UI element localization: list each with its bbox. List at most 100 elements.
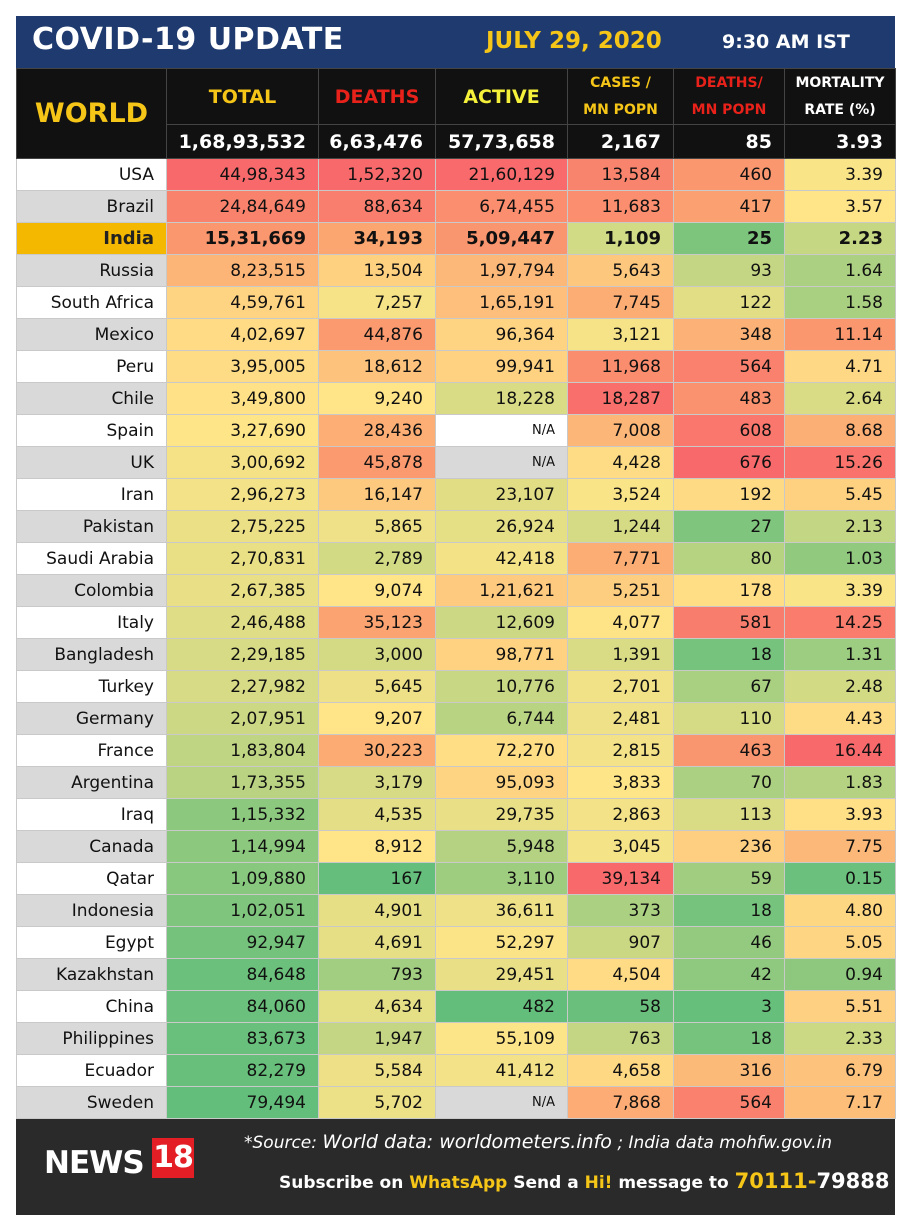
table-row: UK 3,00,692 45,878 N/A 4,428 676 15.26 xyxy=(16,446,896,479)
cell-active: 29,451 xyxy=(435,958,568,991)
cell-deaths: 18,612 xyxy=(318,350,436,383)
country-name: Spain xyxy=(16,414,167,447)
country-name: Colombia xyxy=(16,574,167,607)
country-name: France xyxy=(16,734,167,767)
cell-deaths-mn: 608 xyxy=(673,414,785,447)
cell-deaths-mn: 564 xyxy=(673,350,785,383)
cell-cases-mn: 7,868 xyxy=(567,1086,674,1119)
cell-active: 6,74,455 xyxy=(435,190,568,223)
cell-mortality: 4.80 xyxy=(784,894,896,927)
cell-mortality: 3.39 xyxy=(784,574,896,607)
cell-deaths-mn: 417 xyxy=(673,190,785,223)
cell-active: 12,609 xyxy=(435,606,568,639)
source-world: World data: worldometers.info xyxy=(322,1131,612,1153)
cell-deaths: 5,645 xyxy=(318,670,436,703)
cell-active: 72,270 xyxy=(435,734,568,767)
subscribe-text-2: Send a xyxy=(513,1173,579,1193)
world-cases-mn: 2,167 xyxy=(567,124,674,159)
cell-deaths: 3,000 xyxy=(318,638,436,671)
cell-cases-mn: 2,863 xyxy=(567,798,674,831)
cell-active: 482 xyxy=(435,990,568,1023)
country-name: Bangladesh xyxy=(16,638,167,671)
country-name: Indonesia xyxy=(16,894,167,927)
cell-total: 3,00,692 xyxy=(166,446,319,479)
cell-mortality: 8.68 xyxy=(784,414,896,447)
logo-news-text: NEWS xyxy=(44,1145,145,1181)
cell-cases-mn: 907 xyxy=(567,926,674,959)
country-name: Russia xyxy=(16,254,167,287)
table-row: Spain 3,27,690 28,436 N/A 7,008 608 8.68 xyxy=(16,414,896,447)
table-row: Kazakhstan 84,648 793 29,451 4,504 42 0.94 xyxy=(16,958,896,991)
cell-cases-mn: 3,524 xyxy=(567,478,674,511)
cell-deaths: 35,123 xyxy=(318,606,436,639)
cell-deaths: 8,912 xyxy=(318,830,436,863)
table-row: USA 44,98,343 1,52,320 21,60,129 13,584 460 3.… xyxy=(16,158,896,191)
table-row: Mexico 4,02,697 44,876 96,364 3,121 348 11.14 xyxy=(16,318,896,351)
cell-active: 6,744 xyxy=(435,702,568,735)
table-row: Ecuador 82,279 5,584 41,412 4,658 316 6.79 xyxy=(16,1054,896,1087)
cell-cases-mn: 2,481 xyxy=(567,702,674,735)
cell-cases-mn: 5,643 xyxy=(567,254,674,287)
cell-total: 2,27,982 xyxy=(166,670,319,703)
subscribe-line: Subscribe on WhatsApp Send a Hi! message… xyxy=(279,1169,890,1193)
table-row: Chile 3,49,800 9,240 18,228 18,287 483 2.64 xyxy=(16,382,896,415)
cell-deaths: 167 xyxy=(318,862,436,895)
country-name: Turkey xyxy=(16,670,167,703)
cell-mortality: 1.58 xyxy=(784,286,896,319)
cell-mortality: 1.64 xyxy=(784,254,896,287)
table-row: Pakistan 2,75,225 5,865 26,924 1,244 27 2.13 xyxy=(16,510,896,543)
table-row: Brazil 24,84,649 88,634 6,74,455 11,683 417 3.… xyxy=(16,190,896,223)
cell-deaths: 16,147 xyxy=(318,478,436,511)
cell-cases-mn: 39,134 xyxy=(567,862,674,895)
cell-deaths: 34,193 xyxy=(318,222,436,255)
table-row: Sweden 79,494 5,702 N/A 7,868 564 7.17 xyxy=(16,1086,896,1119)
country-name: Argentina xyxy=(16,766,167,799)
cell-deaths: 45,878 xyxy=(318,446,436,479)
cell-active: 1,65,191 xyxy=(435,286,568,319)
country-name: Iraq xyxy=(16,798,167,831)
cell-mortality: 2.48 xyxy=(784,670,896,703)
cell-cases-mn: 373 xyxy=(567,894,674,927)
country-name: China xyxy=(16,990,167,1023)
cell-cases-mn: 4,658 xyxy=(567,1054,674,1087)
cell-deaths-mn: 3 xyxy=(673,990,785,1023)
cell-deaths: 5,702 xyxy=(318,1086,436,1119)
world-label: WORLD xyxy=(16,68,167,159)
cell-active: 5,09,447 xyxy=(435,222,568,255)
cell-deaths: 30,223 xyxy=(318,734,436,767)
table-row: Argentina 1,73,355 3,179 95,093 3,833 70 1.83 xyxy=(16,766,896,799)
cell-deaths-mn: 18 xyxy=(673,894,785,927)
cell-deaths: 5,865 xyxy=(318,510,436,543)
covid-table: WORLD TOTAL DEATHS ACTIVE CASES / DEATHS… xyxy=(16,68,896,1119)
cell-total: 1,15,332 xyxy=(166,798,319,831)
cell-cases-mn: 18,287 xyxy=(567,382,674,415)
cell-mortality: 1.83 xyxy=(784,766,896,799)
col-mortality-header-1: MORTALITY xyxy=(784,68,896,97)
col-mortality-header-2: RATE (%) xyxy=(784,96,896,125)
cell-mortality: 5.05 xyxy=(784,926,896,959)
world-total: 1,68,93,532 xyxy=(166,124,319,159)
country-name: Kazakhstan xyxy=(16,958,167,991)
update-time: 9:30 AM IST xyxy=(722,31,850,53)
table-row: India 15,31,669 34,193 5,09,447 1,109 25 2.23 xyxy=(16,222,896,255)
cell-deaths: 4,535 xyxy=(318,798,436,831)
cell-deaths: 793 xyxy=(318,958,436,991)
country-name: South Africa xyxy=(16,286,167,319)
cell-active: 36,611 xyxy=(435,894,568,927)
source-india: India data mohfw.gov.in xyxy=(628,1133,832,1153)
country-name: Philippines xyxy=(16,1022,167,1055)
cell-deaths-mn: 46 xyxy=(673,926,785,959)
subscribe-text-1: Subscribe on xyxy=(279,1173,404,1193)
cell-total: 2,96,273 xyxy=(166,478,319,511)
infographic: COVID-19 UPDATE JULY 29, 2020 9:30 AM IS… xyxy=(16,16,896,1215)
cell-deaths: 3,179 xyxy=(318,766,436,799)
table-row: France 1,83,804 30,223 72,270 2,815 463 16.44 xyxy=(16,734,896,767)
cell-mortality: 2.64 xyxy=(784,382,896,415)
source-note: *Source: World data: worldometers.info ;… xyxy=(244,1131,832,1153)
cell-active: 52,297 xyxy=(435,926,568,959)
cell-deaths: 4,691 xyxy=(318,926,436,959)
cell-active: 96,364 xyxy=(435,318,568,351)
country-name: Italy xyxy=(16,606,167,639)
cell-active: 95,093 xyxy=(435,766,568,799)
cell-deaths-mn: 18 xyxy=(673,1022,785,1055)
